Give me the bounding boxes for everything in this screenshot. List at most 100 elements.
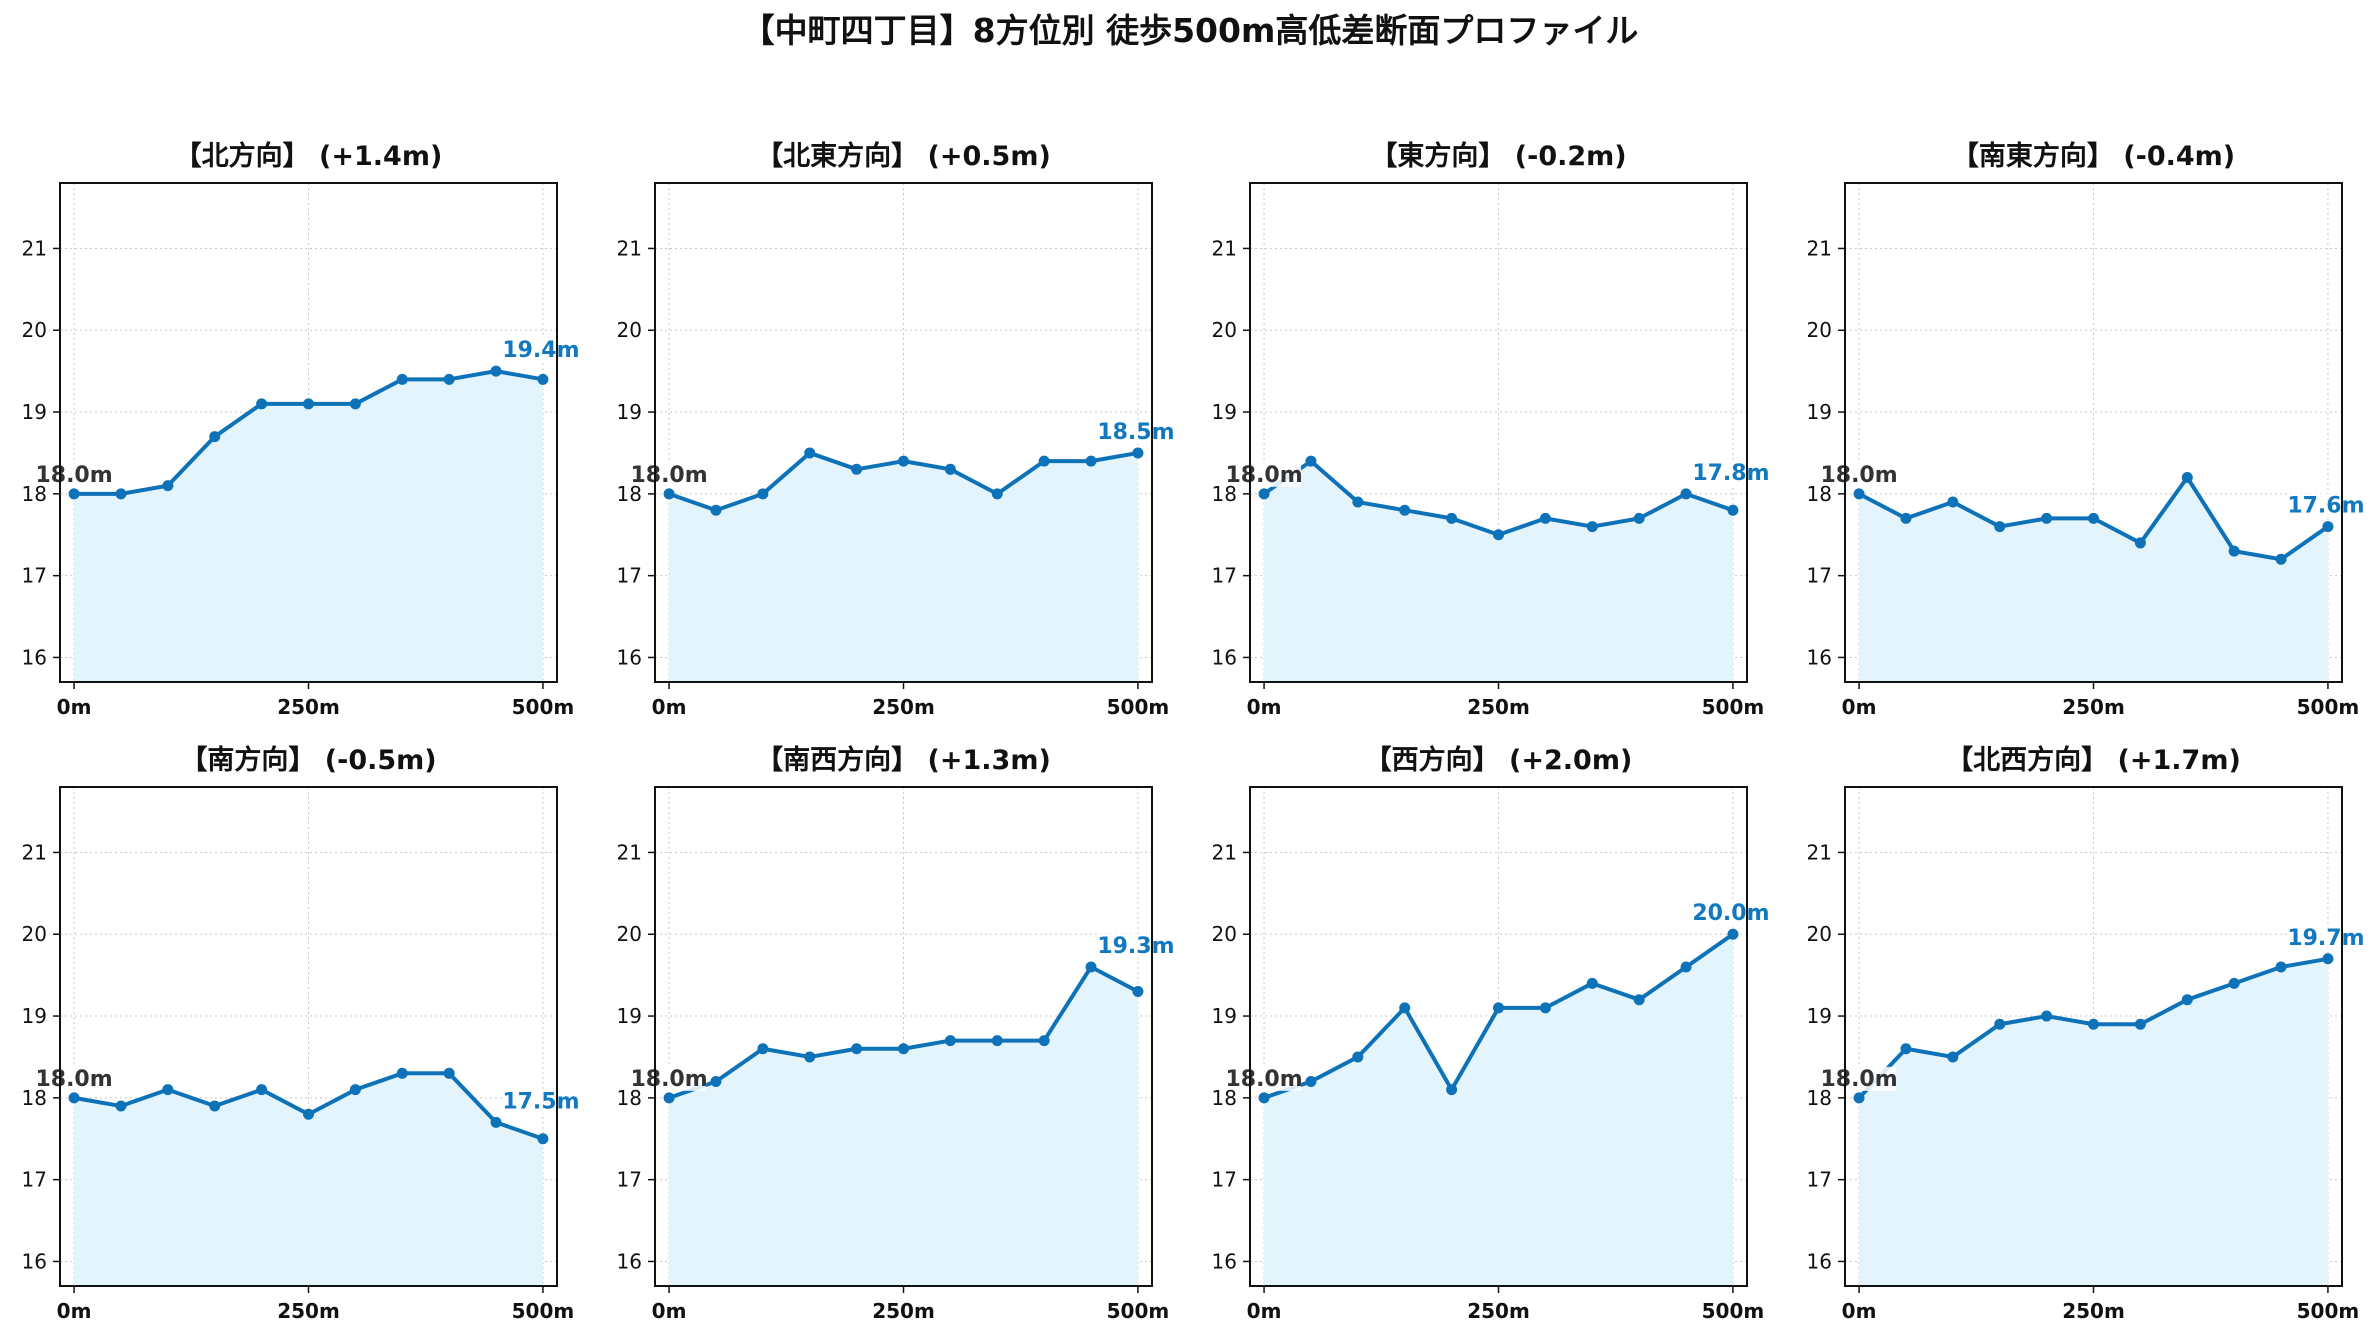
data-point [1633,512,1645,524]
y-tick-label: 16 [1807,645,1832,669]
data-point [115,488,127,500]
data-point [1305,455,1317,467]
data-point [396,1067,408,1079]
end-value-label: 19.7m [2287,926,2364,951]
end-label-background [2288,493,2363,518]
y-tick-label: 16 [617,645,642,669]
start-label-background [37,1066,112,1091]
data-point [396,373,408,385]
elevation-panel: 【東方向】 (-0.2m) 18.0m 17.8m 16 17 18 19 20 21 0m 250… [1212,140,1770,719]
data-point [209,431,221,443]
area-fill [669,452,1138,682]
y-tick-label: 20 [1212,922,1237,946]
y-tick-label: 19 [22,1004,47,1028]
figure-title: 【中町四丁目】8方位別 徒歩500m高低差断面プロファイル [742,11,1639,50]
data-point [1493,1002,1504,1014]
x-tick-label: 500m [1702,695,1765,719]
y-tick-label: 18 [1212,482,1237,506]
data-point [1132,986,1144,998]
y-tick-label: 19 [1212,1004,1237,1028]
y-tick-label: 17 [1807,564,1832,588]
elevation-panel: 【北東方向】 (+0.5m) 18.0m 18.5m 16 17 18 19 20 21 0m 25… [617,140,1175,719]
data-point [944,463,956,475]
x-tick-label: 250m [2062,1299,2125,1323]
data-point [1680,961,1692,973]
data-point [537,373,549,385]
x-tick-label: 500m [2297,695,2360,719]
end-value-label: 17.8m [1692,461,1769,486]
data-point [1633,994,1645,1006]
data-point [898,455,909,467]
data-point [303,398,314,410]
y-tick-label: 21 [1807,840,1832,864]
start-value-label: 18.0m [630,1067,707,1092]
data-point [2134,537,2146,549]
y-tick-label: 17 [22,1168,47,1192]
y-tick-label: 17 [1807,1168,1832,1192]
y-tick-label: 18 [22,482,47,506]
elevation-panel: 【南方向】 (-0.5m) 18.0m 17.5m 16 17 18 19 20 21 0m 250… [22,744,580,1323]
data-point [804,447,816,459]
panel-title: 【北西方向】 (+1.7m) [1946,744,2241,776]
y-tick-label: 18 [1807,482,1832,506]
y-tick-label: 19 [617,1004,642,1028]
end-label-background [1098,419,1173,444]
data-point [804,1051,816,1063]
x-tick-label: 250m [872,1299,935,1323]
y-tick-label: 17 [1212,564,1237,588]
y-tick-label: 21 [1212,236,1237,260]
start-label-background [1227,462,1302,487]
y-tick-label: 20 [617,922,642,946]
elevation-panel: 【西方向】 (+2.0m) 18.0m 20.0m 16 17 18 19 20 21 0m 250… [1212,744,1770,1323]
data-point [349,1084,361,1096]
x-tick-label: 250m [2062,695,2125,719]
data-point [1399,1002,1411,1014]
area-fill [1264,934,1733,1286]
start-value-label: 18.0m [1820,1067,1897,1092]
panel-title: 【北東方向】 (+0.5m) [756,140,1051,172]
x-tick-label: 0m [1842,695,1877,719]
data-point [2088,1018,2099,1030]
panel-title: 【西方向】 (+2.0m) [1365,744,1633,776]
y-tick-label: 18 [617,482,642,506]
data-point [1947,1051,1959,1063]
panel-title: 【南東方向】 (-0.4m) [1952,140,2235,172]
start-value-label: 18.0m [35,463,112,488]
x-tick-label: 250m [277,695,340,719]
data-point [1900,1043,1912,1055]
data-point [851,1043,863,1055]
x-tick-label: 500m [1702,1299,1765,1323]
x-tick-label: 500m [1107,1299,1170,1323]
end-value-label: 19.4m [502,338,579,363]
y-tick-label: 21 [617,236,642,260]
data-point [2134,1018,2146,1030]
data-point [1853,1092,1865,1104]
y-tick-label: 20 [22,922,47,946]
y-tick-label: 17 [617,1168,642,1192]
y-tick-label: 16 [1807,1249,1832,1273]
end-label-background [2288,925,2363,950]
start-value-label: 18.0m [1225,463,1302,488]
data-point [2322,521,2334,533]
elevation-panel: 【南西方向】 (+1.3m) 18.0m 19.3m 16 17 18 19 20 21 0m 25… [617,744,1175,1323]
x-tick-label: 500m [1107,695,1170,719]
data-point [256,398,268,410]
panel-title: 【南方向】 (-0.5m) [180,744,436,776]
x-tick-label: 250m [872,695,935,719]
x-tick-label: 0m [652,695,687,719]
x-tick-label: 0m [652,1299,687,1323]
x-tick-label: 500m [512,1299,575,1323]
y-tick-label: 16 [1212,1249,1237,1273]
y-tick-label: 16 [617,1249,642,1273]
y-tick-label: 21 [1212,840,1237,864]
data-point [1399,504,1411,516]
data-point [1132,447,1144,459]
data-point [349,398,361,410]
data-point [663,1092,675,1104]
end-value-label: 19.3m [1097,934,1174,959]
y-tick-label: 20 [1212,318,1237,342]
y-tick-label: 20 [1807,318,1832,342]
start-value-label: 18.0m [1820,463,1897,488]
data-point [898,1043,909,1055]
